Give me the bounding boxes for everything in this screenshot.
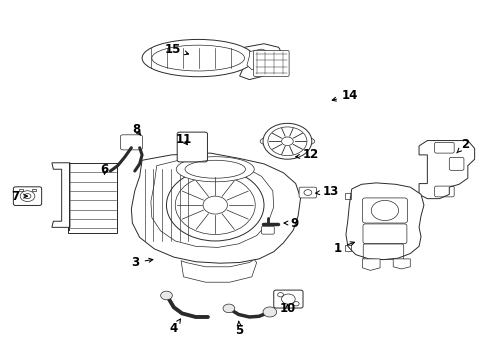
FancyBboxPatch shape [253, 50, 288, 77]
Text: 12: 12 [295, 148, 319, 161]
Polygon shape [181, 260, 256, 282]
Polygon shape [239, 44, 283, 80]
Polygon shape [418, 140, 474, 199]
Text: 13: 13 [315, 185, 338, 198]
Polygon shape [345, 183, 423, 260]
Polygon shape [131, 153, 300, 263]
Ellipse shape [142, 40, 254, 77]
Text: 7: 7 [11, 190, 27, 203]
Text: 10: 10 [279, 302, 295, 315]
FancyBboxPatch shape [299, 187, 316, 198]
Polygon shape [392, 259, 409, 269]
Bar [344, 193, 350, 199]
Text: 15: 15 [164, 42, 188, 55]
Text: 6: 6 [100, 163, 108, 176]
Ellipse shape [152, 45, 244, 71]
Bar [32, 189, 36, 192]
Text: 14: 14 [331, 89, 358, 102]
Bar [19, 189, 23, 192]
Polygon shape [151, 159, 273, 247]
Circle shape [223, 304, 234, 313]
FancyBboxPatch shape [273, 290, 303, 308]
Polygon shape [52, 163, 70, 227]
Polygon shape [362, 259, 379, 270]
Ellipse shape [176, 157, 254, 182]
Bar [344, 245, 350, 251]
Circle shape [263, 123, 311, 159]
Text: 2: 2 [456, 138, 468, 153]
Circle shape [263, 307, 276, 317]
Bar [68, 163, 117, 233]
Text: 9: 9 [284, 216, 299, 230]
Text: 4: 4 [169, 319, 180, 335]
FancyBboxPatch shape [120, 135, 142, 150]
Text: 3: 3 [131, 256, 153, 269]
FancyBboxPatch shape [261, 226, 274, 234]
Text: 11: 11 [175, 133, 191, 146]
FancyBboxPatch shape [177, 132, 207, 162]
Polygon shape [246, 49, 276, 69]
Circle shape [166, 169, 264, 241]
FancyBboxPatch shape [13, 187, 41, 206]
Circle shape [160, 291, 172, 300]
Text: 8: 8 [132, 123, 140, 136]
Text: 1: 1 [333, 242, 354, 255]
Text: 5: 5 [235, 321, 243, 337]
